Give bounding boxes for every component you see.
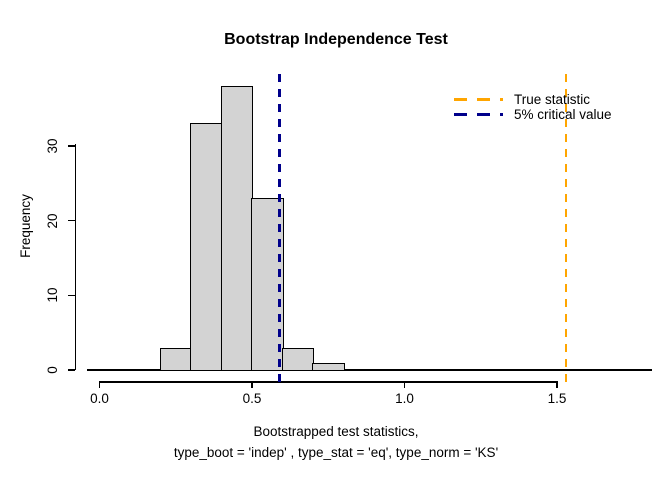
- legend-label-true-statistic: True statistic: [514, 92, 591, 107]
- x-axis-tick: [251, 381, 253, 388]
- histogram-bar: [312, 362, 345, 371]
- y-tick-label: 20: [45, 213, 60, 229]
- chart-title: Bootstrap Independence Test: [224, 31, 448, 48]
- x-tick-label: 1.0: [395, 391, 414, 406]
- x-axis-tick: [98, 381, 101, 388]
- orange-dashed-line-swatch: [454, 98, 503, 101]
- zero-baseline: [87, 369, 652, 371]
- x-axis-tick: [403, 381, 406, 388]
- histogram-bar: [251, 198, 284, 371]
- y-axis-tick: [68, 294, 75, 297]
- true-statistic-line: [564, 74, 568, 383]
- x-tick-label: 1.5: [547, 391, 567, 406]
- x-axis-line: [99, 381, 558, 383]
- y-axis-tick: [68, 369, 75, 371]
- y-tick-label: 0: [45, 366, 60, 374]
- x-tick-label: 0.5: [242, 391, 262, 406]
- x-axis-label-line1: Bootstrapped test statistics,: [253, 424, 419, 439]
- x-tick-label: 0.0: [90, 391, 109, 406]
- legend: True statistic 5% critical value: [454, 92, 612, 122]
- histogram-bar: [220, 86, 253, 371]
- histogram-bar: [159, 347, 192, 371]
- x-axis-tick: [556, 381, 558, 388]
- legend-entry-critical-value: 5% critical value: [454, 107, 612, 122]
- y-axis-line: [74, 144, 76, 370]
- x-axis-label-line2: type_boot = 'indep' , type_stat = 'eq', …: [173, 445, 499, 460]
- histogram-bar: [281, 347, 314, 371]
- navy-dashed-line-swatch: [454, 113, 503, 116]
- legend-entry-true-statistic: True statistic: [454, 92, 612, 107]
- y-tick-label: 10: [45, 287, 60, 303]
- y-axis-tick: [68, 219, 75, 222]
- histogram-bar: [190, 123, 223, 371]
- critical-value-line: [278, 74, 281, 383]
- y-axis-tick: [68, 145, 75, 147]
- y-tick-label: 30: [45, 138, 60, 154]
- legend-label-critical-value: 5% critical value: [514, 107, 612, 122]
